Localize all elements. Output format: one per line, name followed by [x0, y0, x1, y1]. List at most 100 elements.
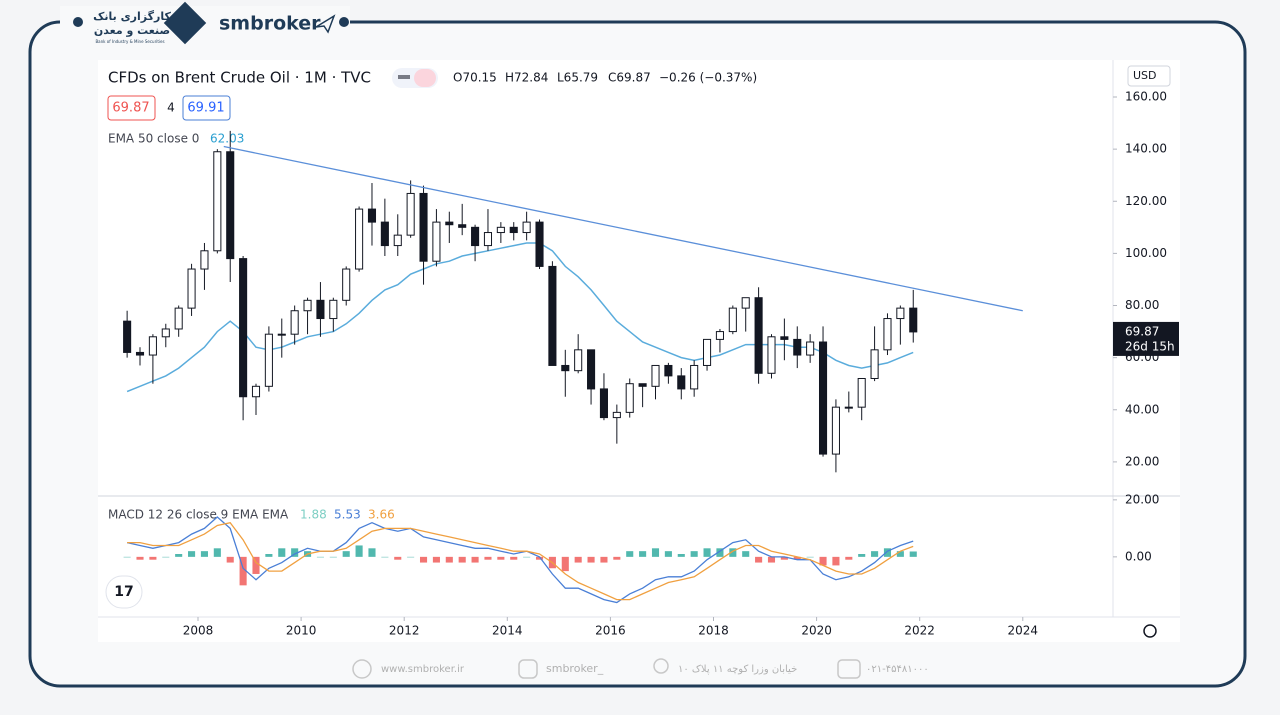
macd-histogram-bar: [742, 551, 750, 557]
candle-body: [290, 310, 299, 335]
settings-icon[interactable]: [1143, 624, 1157, 638]
candle-body: [625, 383, 634, 413]
macd-histogram-bar: [381, 556, 389, 558]
candle-body: [174, 307, 183, 330]
candle-body: [896, 307, 905, 320]
macd-histogram-bar: [729, 548, 737, 557]
macd-histogram-bar: [613, 556, 621, 560]
logo-backdrop: [60, 6, 350, 46]
y-tick-label: 100.00: [1125, 246, 1167, 260]
phone: ۰۲۱-۴۵۴۸۱۰۰۰: [866, 664, 929, 675]
y-tick-label: 40.00: [1125, 402, 1159, 416]
candle-body: [870, 349, 879, 379]
ema-line: [126, 242, 914, 393]
candle-body: [599, 388, 608, 419]
x-tick-label: 2012: [389, 624, 420, 638]
last-price: 69.87: [1125, 324, 1159, 338]
candle-body: [342, 268, 351, 301]
bid-box[interactable]: [107, 95, 156, 121]
candle-body: [432, 221, 441, 262]
macd-histogram-bar: [535, 556, 544, 560]
macd-histogram-bar: [639, 551, 647, 557]
web-icon: [352, 659, 372, 679]
macd-histogram-bar: [651, 548, 660, 557]
candle-body: [703, 338, 712, 366]
x-tick-label: 2014: [492, 624, 523, 638]
candle-body: [522, 221, 531, 234]
macd-histogram-bar: [419, 556, 428, 563]
logo-text: صنعت و معدن: [94, 24, 170, 37]
bid: 69.87: [112, 101, 149, 116]
candle-body: [806, 341, 815, 356]
macd-histogram-bar: [252, 556, 260, 574]
tv-logo-mark: 17: [114, 584, 133, 600]
candle-body: [187, 268, 196, 309]
macd-histogram-bar: [677, 554, 685, 557]
macd-histogram-bar: [587, 556, 595, 563]
macd-hist-value: 1.88: [300, 508, 327, 522]
macd-histogram-bar: [690, 551, 698, 557]
macd-histogram-bar: [342, 551, 350, 557]
logo-en: Bank of Industry & Mine Securities: [95, 39, 164, 44]
x-tick-label: 2022: [904, 624, 935, 638]
macd-histogram-bar: [716, 548, 724, 557]
brand-name: smbroker: [219, 13, 321, 35]
macd-histogram-bar: [213, 548, 221, 557]
tv-logo[interactable]: [105, 575, 143, 609]
macd-histogram-bar: [626, 551, 634, 557]
x-tick-label: 2018: [698, 624, 729, 638]
macd-histogram-bar: [832, 556, 840, 566]
ema-name: EMA 50 close 0: [108, 132, 199, 146]
y-tick-label: 140.00: [1125, 142, 1167, 156]
macd-histogram-bar: [432, 556, 440, 563]
macd-histogram-bar: [600, 556, 608, 563]
candle-body: [406, 192, 415, 236]
macd-histogram-bar: [497, 556, 505, 560]
macd-histogram-bar: [871, 551, 879, 557]
candle-body: [561, 364, 570, 372]
candle-body: [380, 221, 389, 247]
macd-histogram-bar: [703, 548, 711, 557]
ohlc-change: −0.26 (−0.37%): [659, 71, 757, 85]
y-tick-label: 160.00: [1125, 90, 1167, 104]
dot: [73, 17, 83, 27]
macd-histogram-bar: [845, 556, 853, 560]
instagram-icon: [518, 659, 538, 679]
macd-histogram-bar: [188, 551, 196, 557]
macd-histogram-bar: [175, 554, 183, 557]
macd-histogram-bar: [239, 556, 247, 586]
y-tick-label: 20.00: [1125, 492, 1159, 506]
candle-body: [793, 338, 802, 356]
ohlc-high: H72.84: [505, 71, 548, 85]
last-price-tag: [1113, 321, 1179, 356]
currency-button[interactable]: [1127, 65, 1171, 87]
macd-histogram-bar: [755, 556, 763, 563]
macd-histogram-bar: [291, 548, 299, 557]
y-tick-label: 80.00: [1125, 298, 1159, 312]
candle-body: [148, 336, 157, 356]
macd-histogram-bar: [484, 556, 492, 560]
signal-value: 3.66: [368, 508, 395, 522]
ask-box[interactable]: [182, 95, 231, 121]
macd-histogram-bar: [561, 556, 569, 572]
candle-body: [909, 307, 918, 333]
candle-body: [612, 411, 621, 419]
website: www.smbroker.ir: [381, 664, 465, 675]
ema-value: 62.03: [210, 132, 244, 146]
macd-histogram-bar: [806, 556, 814, 558]
macd-histogram-bar: [368, 548, 376, 557]
chart-area: [98, 60, 1180, 642]
macd-histogram-bar: [793, 556, 801, 560]
toggle-icon: [398, 75, 410, 79]
x-tick-label: 2008: [183, 624, 214, 638]
macd-histogram-bar: [458, 556, 466, 563]
countdown: 26d 15h: [1125, 339, 1175, 353]
candle-body: [213, 151, 222, 252]
macd-line: [126, 516, 914, 604]
y-tick-label: 120.00: [1125, 194, 1167, 208]
candle-body: [123, 320, 132, 353]
candle-body: [535, 221, 544, 267]
macd-histogram-bar: [123, 556, 131, 558]
candle-body: [818, 341, 828, 455]
macd-histogram-bar: [149, 556, 157, 560]
